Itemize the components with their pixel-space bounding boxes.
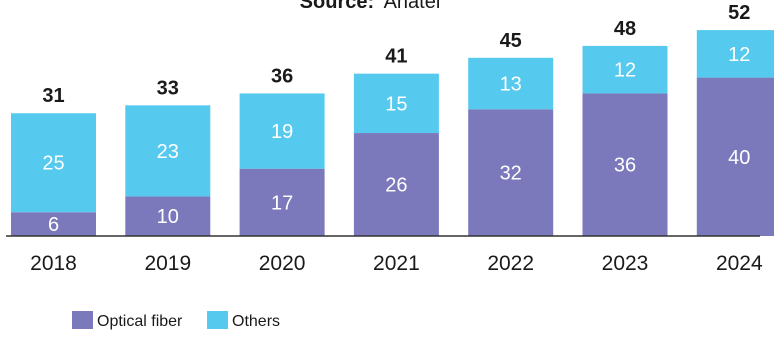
source-label: Source:: [300, 0, 374, 13]
bar-segment-others-2018: [11, 113, 96, 213]
data-label-optical-fiber-2019: 10: [157, 206, 179, 228]
bar-segment-others-2023: [582, 45, 668, 94]
bar-segment-others-2021: [353, 73, 439, 134]
x-tick-labels: 2018 2019 2020 2021 2022 2023 2024: [30, 252, 763, 275]
total-label-2019: 33: [157, 77, 179, 99]
bar-segment-optical-fiber-2018: [11, 212, 96, 236]
x-tick-label-2022: 2022: [487, 252, 534, 275]
x-tick-label-2024: 2024: [716, 252, 763, 275]
data-label-optical-fiber-2020: 17: [271, 192, 293, 214]
data-label-others-2021: 15: [385, 93, 407, 115]
total-label-2018: 31: [42, 85, 64, 107]
bar-segment-others-2024: [696, 30, 774, 78]
source-value: Anatel: [384, 0, 441, 13]
total-label-2020: 36: [271, 65, 293, 87]
bar-segment-optical-fiber-2023: [582, 93, 668, 236]
legend: Optical fiber Others: [72, 311, 280, 330]
total-label-2023: 48: [614, 18, 636, 40]
legend-label-optical-fiber: Optical fiber: [97, 313, 183, 330]
data-label-others-2019: 23: [157, 141, 179, 163]
total-label-2022: 45: [500, 30, 522, 52]
bar-segment-optical-fiber-2021: [353, 133, 439, 236]
total-label-2021: 41: [385, 46, 407, 68]
x-tick-label-2020: 2020: [259, 252, 306, 275]
legend-swatch-others: [207, 311, 228, 329]
x-tick-label-2018: 2018: [30, 252, 77, 275]
bar-segment-others-2019: [125, 105, 211, 197]
bar-segment-optical-fiber-2022: [468, 109, 554, 236]
data-label-others-2023: 12: [614, 60, 636, 82]
data-label-others-2020: 19: [271, 121, 293, 143]
bar-segment-others-2022: [468, 57, 554, 110]
data-label-optical-fiber-2022: 32: [500, 163, 522, 185]
bar-segment-optical-fiber-2024: [696, 77, 774, 236]
bar-segment-optical-fiber-2019: [125, 196, 211, 236]
data-label-optical-fiber-2018: 6: [48, 214, 59, 236]
bar-segment-optical-fiber-2020: [239, 168, 325, 236]
x-tick-label-2023: 2023: [602, 252, 649, 275]
data-label-others-2024: 12: [728, 44, 750, 66]
legend-label-others: Others: [232, 313, 280, 330]
total-label-2024: 52: [728, 2, 750, 24]
data-label-optical-fiber-2024: 40: [728, 147, 750, 169]
bars-layer: 6 25 31 10 23 33 17 19 36 26 15 41 32 13 45 36 12 48 40 12 5…: [11, 2, 774, 236]
data-label-others-2022: 13: [500, 74, 522, 96]
x-tick-label-2019: 2019: [144, 252, 191, 275]
source-caption: Source: Anatel: [300, 0, 441, 13]
bar-segment-others-2020: [239, 93, 325, 169]
data-label-optical-fiber-2023: 36: [614, 155, 636, 177]
data-label-optical-fiber-2021: 26: [385, 175, 407, 197]
x-tick-label-2021: 2021: [373, 252, 420, 275]
legend-swatch-optical-fiber: [72, 311, 93, 329]
data-label-others-2018: 25: [42, 153, 64, 175]
